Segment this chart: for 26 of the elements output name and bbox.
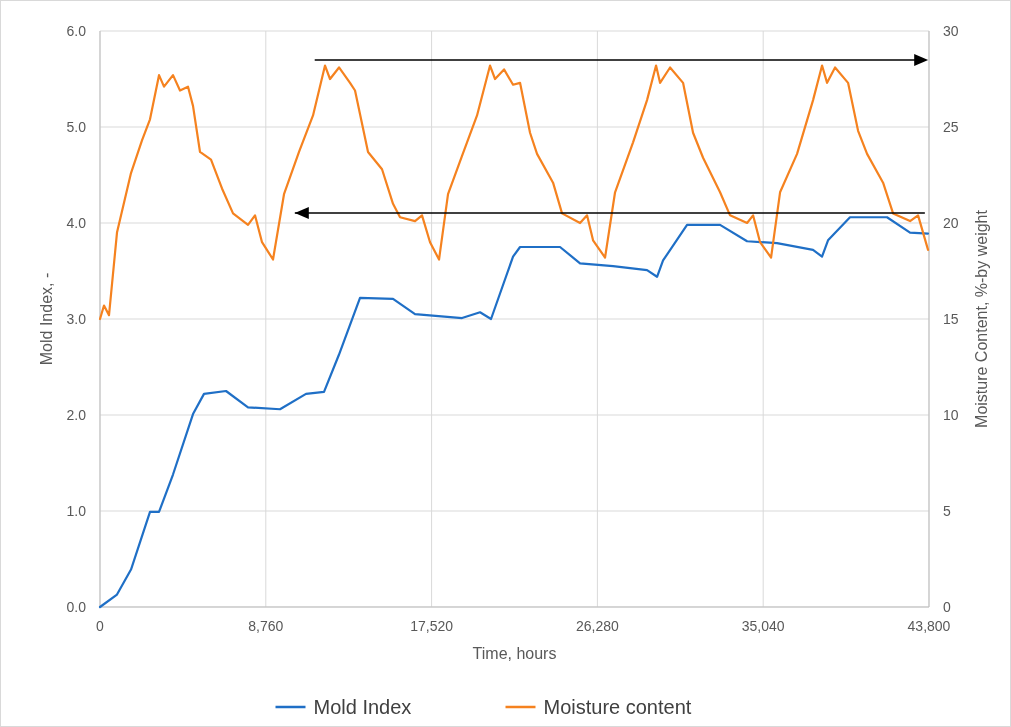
x-tick-label: 43,800: [907, 618, 951, 634]
y-tick-label: 1.0: [66, 503, 87, 519]
x-tick-label: 17,520: [410, 618, 454, 634]
x-tick-label: 8,760: [248, 618, 284, 634]
y-tick-label: 4.0: [66, 215, 87, 231]
y2-tick-label: 0: [943, 599, 951, 615]
y2-tick-label: 30: [943, 23, 959, 39]
x-tick-label: 0: [96, 618, 105, 634]
y2-tick-label: 10: [943, 407, 959, 423]
y2-axis-title: Moisture Content, %-by weight: [973, 209, 990, 428]
y2-tick-label: 5: [943, 503, 951, 519]
legend-label: Moisture content: [543, 696, 692, 718]
x-tick-label: 35,040: [741, 618, 785, 634]
y-tick-label: 3.0: [66, 311, 87, 327]
y-tick-label: 0.0: [66, 599, 87, 615]
y-tick-label: 5.0: [66, 119, 87, 135]
y2-tick-label: 15: [943, 311, 959, 327]
y2-tick-label: 20: [943, 215, 959, 231]
legend-label: Mold Index: [313, 696, 412, 718]
x-tick-label: 26,280: [575, 618, 620, 634]
x-axis-title: Time, hours: [472, 645, 557, 662]
line-series: [98, 64, 930, 321]
y-tick-label: 6.0: [66, 23, 87, 39]
y-tick-label: 2.0: [66, 407, 87, 423]
y2-tick-label: 25: [943, 119, 959, 135]
y-axis-title: Mold Index, -: [38, 272, 55, 366]
